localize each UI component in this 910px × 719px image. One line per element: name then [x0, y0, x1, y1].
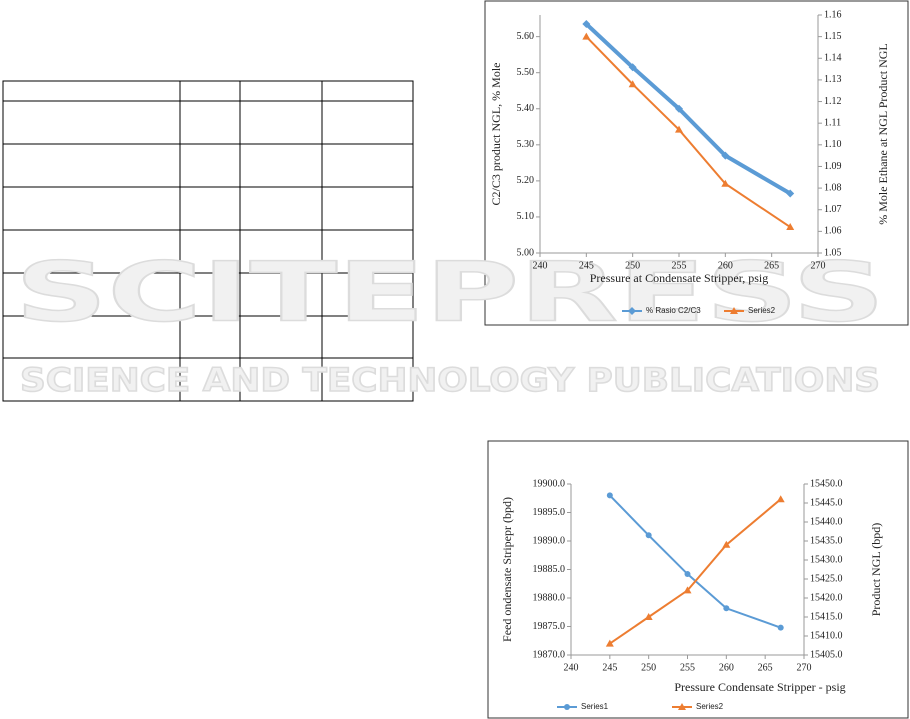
- y2-tick-label: 15440.0: [810, 516, 843, 527]
- y-tick-label: 19890.0: [533, 535, 566, 546]
- x-tick-label: 260: [719, 662, 734, 673]
- x-tick-label: 245: [579, 260, 594, 271]
- legend-label: Series2: [696, 702, 724, 711]
- y-tick-label: 5.30: [517, 139, 535, 150]
- y2-tick-label: 15415.0: [810, 611, 843, 622]
- data-point: [777, 624, 784, 631]
- y-tick-label: 19875.0: [533, 621, 566, 632]
- x-tick-label: 250: [641, 662, 656, 673]
- data-point: [645, 532, 652, 539]
- x-tick-label: 265: [758, 662, 773, 673]
- data-line: [584, 22, 792, 196]
- legend-label: % Rasio C2/C3: [646, 306, 701, 315]
- x-axis-title: Pressure Condensate Stripper - psig: [674, 680, 845, 694]
- data-point: [644, 613, 653, 620]
- data-point: [723, 605, 730, 612]
- data-point: [786, 189, 795, 198]
- data-point: [721, 151, 730, 160]
- data-line: [585, 35, 791, 228]
- data-point: [606, 492, 613, 499]
- y-tick-label: 19900.0: [533, 478, 566, 489]
- y-tick-label: 5.10: [517, 211, 535, 222]
- y2-tick-label: 15405.0: [810, 649, 843, 660]
- legend-label: Series1: [581, 702, 609, 711]
- watermark: SCIENCE AND TECHNOLOGY PUBLICATIONS: [20, 361, 880, 399]
- chart-frame: [487, 440, 909, 719]
- x-tick-label: 255: [672, 260, 687, 271]
- watermark: SCITEPRESS: [15, 245, 885, 340]
- table-border: [2, 80, 414, 402]
- y-tick-label: 5.00: [517, 247, 535, 258]
- y2-tick-label: 1.09: [824, 161, 842, 172]
- y-tick-label: 19885.0: [533, 564, 566, 575]
- data-point: [684, 571, 691, 578]
- x-tick-label: 240: [533, 260, 548, 271]
- y2-tick-label: 15430.0: [810, 554, 843, 565]
- y2-tick-label: 1.13: [824, 74, 842, 85]
- data-point: [675, 125, 683, 133]
- table: [2, 80, 414, 402]
- y2-tick-label: 15420.0: [810, 592, 843, 603]
- y2-tick-label: 1.15: [824, 31, 842, 42]
- data-point: [721, 179, 730, 187]
- y-tick-label: 19895.0: [533, 507, 566, 518]
- y2-tick-label: 1.10: [824, 139, 842, 150]
- data-point: [722, 540, 731, 548]
- x-tick-label: 255: [680, 662, 695, 673]
- data-line: [609, 494, 782, 629]
- x-tick-label: 265: [764, 260, 779, 271]
- y-tick-label: 19880.0: [533, 592, 566, 603]
- x-tick-label: 245: [602, 662, 617, 673]
- x-tick-label: 270: [797, 662, 812, 673]
- y2-axis-title: % Mole Ethane at NGL Product NGL: [876, 43, 890, 225]
- y2-tick-label: 1.11: [824, 117, 841, 128]
- x-tick-label: 270: [811, 260, 826, 271]
- y-tick-label: 5.50: [517, 67, 535, 78]
- y2-tick-label: 1.08: [824, 182, 842, 193]
- y-axis-title: C2/C3 product NGL, % Mole: [489, 63, 503, 206]
- x-tick-label: 250: [625, 260, 640, 271]
- y-tick-label: 5.60: [517, 31, 535, 42]
- legend-marker: [564, 704, 570, 710]
- y2-tick-label: 15445.0: [810, 497, 843, 508]
- data-point: [786, 223, 795, 231]
- y-tick-label: 5.20: [517, 175, 535, 186]
- legend-marker: [678, 703, 686, 710]
- legend-marker: [628, 307, 636, 315]
- y2-tick-label: 15425.0: [810, 573, 843, 584]
- legend-marker: [730, 307, 738, 314]
- y-tick-label: 5.40: [517, 103, 535, 114]
- y2-tick-label: 1.12: [824, 96, 842, 107]
- data-point: [628, 80, 637, 88]
- y2-tick-label: 1.16: [824, 9, 842, 20]
- x-axis-title: Pressure at Condensate Stripper, psig: [590, 271, 769, 285]
- x-tick-label: 240: [564, 662, 579, 673]
- chart-frame: [484, 0, 909, 326]
- y2-tick-label: 15435.0: [810, 535, 843, 546]
- data-point: [683, 586, 692, 594]
- data-point: [776, 495, 785, 503]
- y2-tick-label: 1.05: [824, 247, 842, 258]
- data-point: [628, 63, 637, 72]
- y2-axis-title: Product NGL (bpd): [869, 523, 883, 617]
- data-point: [605, 639, 614, 647]
- y2-tick-label: 1.06: [824, 226, 842, 237]
- x-tick-label: 260: [718, 260, 733, 271]
- legend-label: Series2: [748, 306, 776, 315]
- y2-tick-label: 15410.0: [810, 630, 843, 641]
- y2-tick-label: 15450.0: [810, 478, 843, 489]
- y2-tick-label: 1.07: [824, 204, 842, 215]
- y2-tick-label: 1.14: [824, 53, 842, 64]
- data-point: [675, 104, 683, 113]
- data-point: [582, 32, 591, 40]
- data-point: [582, 20, 591, 29]
- y-axis-title: Feed ondensate Stripepr (bpd): [500, 497, 514, 642]
- y-tick-label: 19870.0: [533, 649, 566, 660]
